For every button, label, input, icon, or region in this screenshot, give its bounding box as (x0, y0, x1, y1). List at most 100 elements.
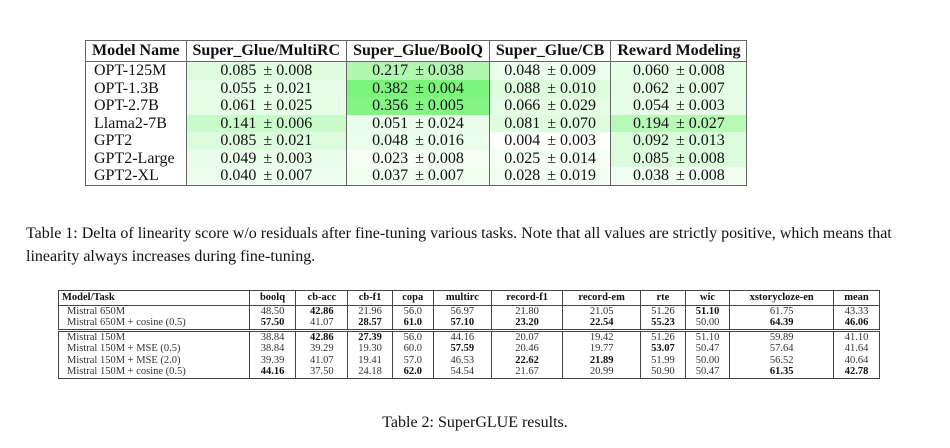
model-name: GPT2-XL (85, 167, 187, 185)
result-cell: 51.10 (684, 328, 731, 343)
score-cell: 0.085 ± 0.008 (610, 149, 748, 167)
result-cell: 57.10 (432, 317, 493, 330)
result-cell: 51.10 (684, 305, 731, 317)
table1-header-row: Model Name Super_Glue/MultiRC Super_Glue/B… (85, 40, 748, 62)
score-std: ± 0.029 (547, 97, 597, 114)
result-cell: 27.39 (347, 328, 393, 343)
score-std: ± 0.003 (676, 97, 725, 114)
score-mean: 0.085 (633, 149, 670, 167)
table-row: GPT2-Large 0.049 ± 0.003 0.023 ± 0.008 0.025 ±… (85, 149, 748, 167)
score-mean: 0.066 (504, 97, 541, 114)
result-cell: 44.16 (432, 328, 493, 343)
column-header: multirc (432, 290, 493, 306)
score-std: ± 0.007 (676, 79, 725, 97)
table-row: OPT-125M 0.085 ± 0.008 0.217 ± 0.038 0.048 ± 0… (85, 61, 748, 80)
score-std: ± 0.027 (676, 114, 725, 132)
score-std: ± 0.004 (415, 79, 464, 97)
result-cell: 28.57 (347, 317, 393, 330)
result-cell: 41.07 (295, 354, 349, 366)
result-cell: 41.64 (833, 343, 880, 355)
score-mean: 0.037 (372, 167, 409, 184)
result-cell: 41.10 (833, 328, 880, 343)
result-cell: 50.00 (684, 317, 731, 330)
column-header: cb-f1 (347, 290, 393, 306)
score-cell: 0.054 ± 0.003 (610, 97, 748, 115)
score-std: ± 0.014 (547, 149, 597, 167)
table-row: GPT2-XL 0.040 ± 0.007 0.037 ± 0.007 0.028 ± 0.… (85, 167, 748, 185)
score-cell: 0.040 ± 0.007 (185, 167, 348, 185)
model-name: Mistral 150M (58, 328, 250, 343)
result-cell: 42.78 (833, 366, 880, 378)
result-cell: 21.96 (347, 305, 393, 317)
result-cell: 21.67 (491, 366, 564, 378)
column-header: Model Name (85, 40, 187, 62)
score-mean: 0.088 (504, 79, 541, 97)
result-cell: 41.07 (295, 317, 349, 330)
table-row: Mistral 150M 38.84 42.86 27.39 56.0 44.16 20.0… (58, 328, 880, 343)
score-cell: 0.048 ± 0.016 (346, 132, 490, 150)
result-cell: 62.0 (391, 366, 434, 378)
score-std: ± 0.008 (676, 167, 725, 184)
score-cell: 0.004 ± 0.003 (488, 132, 612, 150)
result-cell: 64.39 (729, 317, 834, 330)
score-mean: 0.141 (220, 114, 257, 132)
table-row: Mistral 150M + MSE (2.0) 39.39 41.07 19.41 5… (58, 354, 880, 366)
column-header: Super_Glue/CB (488, 40, 612, 62)
score-cell: 0.141 ± 0.006 (185, 114, 348, 132)
score-cell: 0.051 ± 0.024 (346, 114, 490, 132)
column-header: xstorycloze-en (729, 290, 834, 306)
score-mean: 0.085 (220, 132, 257, 149)
table-row: Mistral 650M + cosine (0.5) 57.50 41.07 28.… (58, 317, 880, 330)
result-cell: 46.53 (432, 354, 493, 366)
score-mean: 0.004 (504, 132, 541, 149)
column-header: Super_Glue/MultiRC (185, 40, 348, 62)
score-std: ± 0.008 (676, 149, 725, 167)
result-cell: 54.54 (432, 366, 493, 378)
result-cell: 57.59 (432, 343, 493, 355)
score-cell: 0.025 ± 0.014 (488, 149, 612, 167)
result-cell: 56.97 (432, 305, 493, 317)
result-cell: 19.42 (562, 328, 642, 343)
score-cell: 0.066 ± 0.029 (488, 97, 612, 115)
column-header: rte (640, 290, 686, 306)
result-cell: 50.90 (640, 366, 686, 378)
superglue-results-table: Model/Task boolq cb-acc cb-f1 copa multirc rec… (58, 290, 880, 379)
score-cell: 0.382 ± 0.004 (346, 79, 490, 97)
score-cell: 0.085 ± 0.021 (185, 132, 348, 150)
result-cell: 19.77 (562, 343, 642, 355)
score-mean: 0.085 (220, 62, 257, 79)
column-header: boolq (248, 290, 297, 306)
table-row: Mistral 150M + MSE (0.5) 38.84 39.29 19.30 6… (58, 343, 880, 355)
score-mean: 0.060 (633, 62, 670, 79)
result-cell: 50.47 (684, 343, 731, 355)
column-header: record-em (562, 290, 642, 306)
score-mean: 0.382 (372, 79, 409, 97)
table2-caption: Table 2: SuperGLUE results. (382, 414, 568, 431)
score-mean: 0.055 (220, 79, 257, 97)
table-row: Mistral 650M 48.50 42.86 21.96 56.0 56.97 21.8… (58, 305, 880, 317)
result-cell: 61.75 (729, 305, 834, 317)
result-cell: 56.0 (391, 328, 434, 343)
score-mean: 0.023 (372, 149, 409, 167)
table-row: OPT-1.3B 0.055 ± 0.021 0.382 ± 0.004 0.088 ± 0… (85, 79, 748, 97)
result-cell: 19.41 (347, 354, 393, 366)
result-cell: 42.86 (295, 328, 349, 343)
result-cell: 20.07 (491, 328, 564, 343)
model-name: OPT-1.3B (85, 79, 187, 97)
score-mean: 0.038 (633, 167, 670, 184)
score-cell: 0.038 ± 0.008 (610, 167, 748, 185)
model-name: OPT-2.7B (85, 97, 187, 115)
score-mean: 0.194 (633, 114, 670, 132)
score-cell: 0.055 ± 0.021 (185, 79, 348, 97)
score-std: ± 0.038 (415, 62, 464, 79)
score-mean: 0.054 (633, 97, 670, 114)
result-cell: 46.06 (833, 317, 880, 330)
score-cell: 0.092 ± 0.013 (610, 132, 748, 150)
score-std: ± 0.008 (415, 149, 464, 167)
column-header: Reward Modeling (610, 40, 748, 62)
score-std: ± 0.016 (415, 132, 464, 149)
score-mean: 0.025 (504, 149, 541, 167)
model-name: GPT2 (85, 132, 187, 150)
column-header: Super_Glue/BoolQ (346, 40, 490, 62)
result-cell: 56.0 (391, 305, 434, 317)
